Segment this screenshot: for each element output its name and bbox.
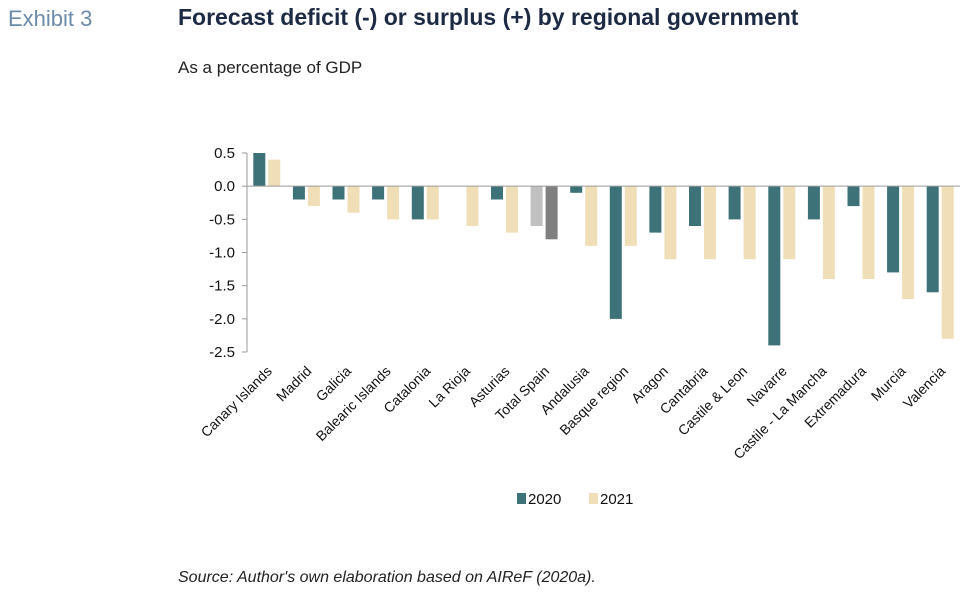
bar-andalusia-2020 — [570, 186, 583, 193]
bar-murcia-2020 — [887, 186, 900, 273]
bar-cantabria-2021 — [704, 186, 716, 260]
bar-balearic-islands-2021 — [387, 186, 400, 220]
bar-murcia-2021 — [902, 186, 915, 299]
legend: 2020 2021 — [517, 491, 633, 508]
bar-valencia-2020 — [926, 186, 939, 293]
bar-castile-la-mancha-2021 — [822, 186, 835, 280]
y-axis: 0.5 0.0 -0.5 -1.0 -1.5 -2.0 -2.5 — [209, 145, 960, 361]
bar-total-spain-2020 — [530, 186, 543, 226]
bar-canary-islands-2021 — [268, 159, 281, 187]
bars-group — [253, 153, 954, 346]
exhibit-label: Exhibit 3 — [8, 6, 93, 31]
bar-andalusia-2021 — [585, 186, 598, 246]
x-tick-label-canary-islands: Canary Islands — [198, 363, 275, 440]
bar-castile-la-mancha-2020 — [807, 186, 820, 220]
bar-catalonia-2021 — [426, 186, 439, 220]
bar-basque-region-2020 — [609, 186, 622, 319]
bar-navarre-2021 — [783, 186, 796, 260]
y-tick-label: 0.5 — [214, 145, 235, 162]
chart-title: Forecast deficit (-) or surplus (+) by r… — [178, 4, 799, 30]
y-tick-label: -1.5 — [209, 278, 235, 295]
legend-label-2021: 2021 — [600, 491, 633, 508]
bar-asturias-2021 — [506, 186, 518, 233]
bar-total-spain-2021 — [545, 186, 558, 240]
y-tick-label: -1.0 — [209, 245, 235, 262]
bar-extremadura-2020 — [847, 186, 860, 207]
bar-extremadura-2021 — [862, 186, 875, 280]
bar-canary-islands-2020 — [253, 153, 266, 187]
bar-galicia-2021 — [347, 186, 360, 213]
bar-chart: 0.5 0.0 -0.5 -1.0 -1.5 -2.0 -2.5 Canary Island… — [198, 145, 960, 508]
bar-castile-leon-2020 — [728, 186, 741, 220]
bar-valencia-2021 — [941, 186, 954, 339]
bar-balearic-islands-2020 — [372, 186, 385, 200]
bar-la-rioja-2021 — [466, 186, 479, 226]
legend-swatch-2020 — [517, 493, 526, 504]
bar-galicia-2020 — [332, 186, 345, 200]
bar-aragon-2020 — [649, 186, 662, 233]
y-tick-label: -2.0 — [209, 311, 235, 328]
legend-label-2020: 2020 — [528, 491, 561, 508]
bar-navarre-2020 — [768, 186, 781, 346]
bar-cantabria-2020 — [689, 186, 701, 226]
x-tick-label-la-rioja: La Rioja — [425, 363, 473, 411]
chart-subtitle: As a percentage of GDP — [178, 58, 363, 77]
y-tick-label: -2.5 — [209, 344, 235, 361]
y-tick-label: 0.0 — [214, 178, 235, 195]
x-tick-label-basque-region: Basque region — [556, 363, 631, 438]
x-tick-label-valencia: Valencia — [900, 363, 949, 412]
bar-aragon-2021 — [664, 186, 677, 260]
bar-basque-region-2021 — [624, 186, 637, 246]
y-tick-label: -0.5 — [209, 211, 235, 228]
bar-madrid-2020 — [292, 186, 305, 200]
bar-madrid-2021 — [307, 186, 320, 207]
bar-castile-leon-2021 — [743, 186, 756, 260]
bar-asturias-2020 — [491, 186, 503, 200]
source-note: Source: Author's own elaboration based o… — [178, 569, 596, 586]
bar-catalonia-2020 — [411, 186, 424, 220]
x-tick-label-madrid: Madrid — [273, 363, 315, 405]
x-tick-label-castile-leon: Castile & Leon — [675, 363, 751, 439]
legend-swatch-2021 — [589, 493, 598, 504]
